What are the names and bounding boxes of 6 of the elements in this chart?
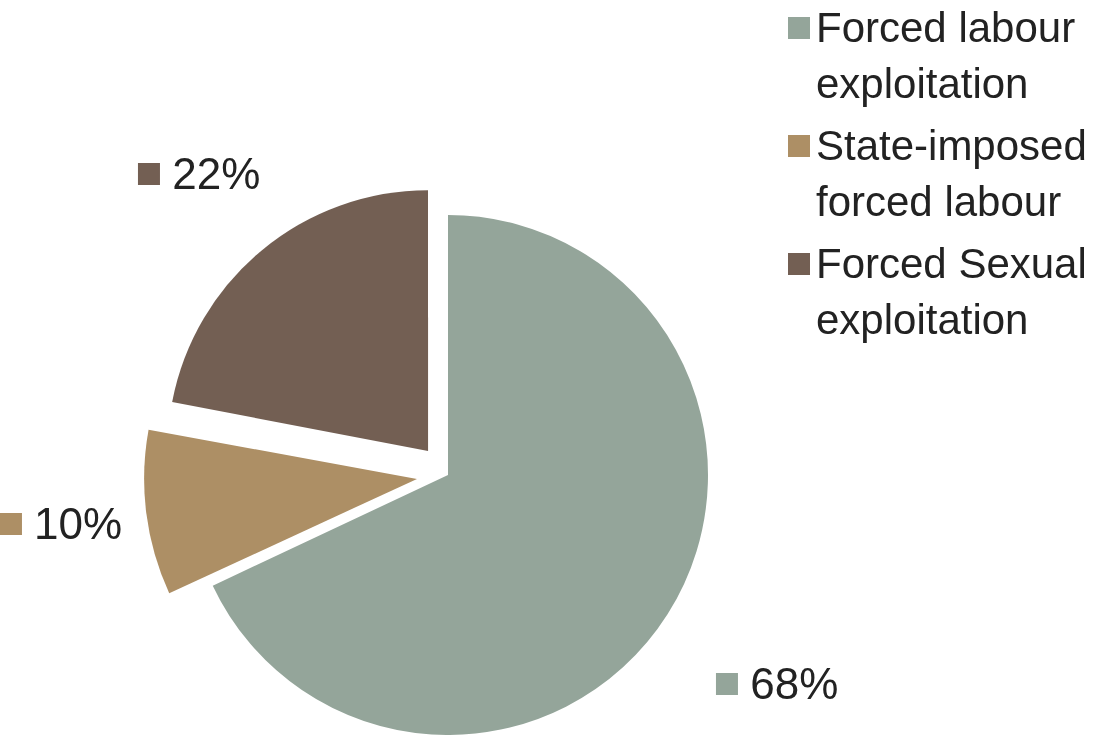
data-label: 68% (750, 658, 839, 709)
legend-label: State-imposed forced labour (816, 121, 1088, 227)
legend-label: Forced labour exploitation (816, 3, 1077, 109)
data-label: 22% (172, 149, 261, 200)
legend-label: Forced Sexual exploitation (816, 239, 1088, 345)
data-label: 10% (34, 498, 123, 549)
